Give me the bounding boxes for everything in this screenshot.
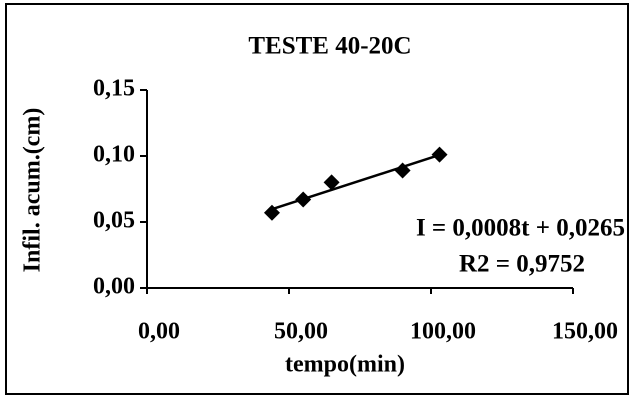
y-tick-label: 0,05 [93,208,135,234]
x-axis-label: tempo(min) [285,352,405,378]
r-squared: R2 = 0,9752 [459,251,585,278]
equation: I = 0,0008t + 0,0265 [416,215,625,242]
data-point [295,191,312,208]
x-tick-label: 150,00 [552,319,618,345]
y-axis-label: Infil. acum.(cm) [20,108,46,273]
data-point [263,204,280,221]
data-point [323,174,340,191]
y-tick-label: 0,10 [93,142,135,168]
y-tick-label: 0,15 [93,76,135,102]
chart-title: TESTE 40-20C [248,33,411,60]
frame [5,3,629,395]
x-tick-label: 100,00 [410,319,476,345]
x-tick-label: 50,00 [274,319,328,345]
data-point [431,146,448,163]
y-tick-label: 0,00 [93,274,135,300]
data-point [394,162,411,179]
x-tick-label: 0,00 [138,319,180,345]
